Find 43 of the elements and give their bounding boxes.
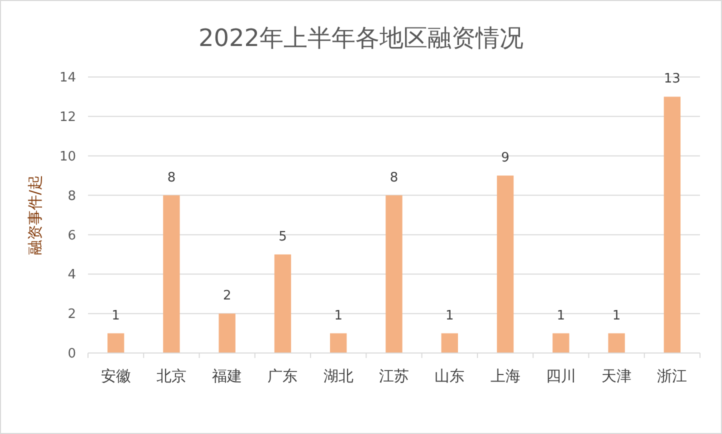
y-tick-label: 2 (68, 307, 76, 322)
y-tick-label: 10 (59, 149, 76, 164)
data-label: 1 (334, 308, 343, 324)
bar (608, 333, 625, 353)
data-label: 1 (445, 308, 454, 324)
x-tick-label: 北京 (156, 367, 186, 385)
x-tick-label: 广东 (268, 367, 298, 385)
y-tick-label: 14 (59, 70, 76, 86)
x-tick-label: 湖北 (323, 367, 354, 385)
y-axis-title: 融资事件/起 (26, 174, 44, 256)
bar (386, 195, 402, 353)
bar (664, 96, 681, 353)
data-label: 9 (501, 150, 510, 166)
y-tick-label: 8 (68, 188, 76, 204)
bar (496, 176, 514, 353)
data-label: 5 (278, 229, 287, 244)
chart-title: 2022年上半年各地区融资情况 (198, 24, 524, 52)
data-label: 8 (167, 170, 176, 186)
bar (330, 333, 347, 353)
data-label: 13 (664, 72, 680, 87)
data-label: 1 (612, 308, 621, 324)
y-tick-label: 12 (59, 110, 76, 125)
x-tick-label: 江苏 (379, 367, 409, 385)
bar (552, 333, 570, 353)
bar (218, 314, 236, 353)
y-tick-label: 0 (68, 346, 76, 362)
bar (274, 254, 292, 353)
x-tick-label: 浙江 (657, 367, 688, 385)
x-tick-label: 上海 (490, 367, 520, 385)
x-tick-label: 山东 (434, 367, 465, 385)
x-tick-label: 安徽 (100, 367, 131, 385)
x-tick-label: 四川 (546, 367, 576, 385)
bar (441, 333, 458, 353)
y-tick-label: 4 (68, 268, 76, 283)
bar (107, 333, 124, 353)
y-tick-label: 6 (68, 228, 76, 244)
x-tick-label: 天津 (602, 367, 632, 385)
x-tick-label: 福建 (212, 367, 242, 385)
data-label: 1 (112, 308, 120, 324)
data-label: 8 (390, 170, 398, 186)
data-label: 2 (222, 288, 232, 304)
data-label: 1 (556, 308, 566, 324)
bar (163, 195, 180, 353)
